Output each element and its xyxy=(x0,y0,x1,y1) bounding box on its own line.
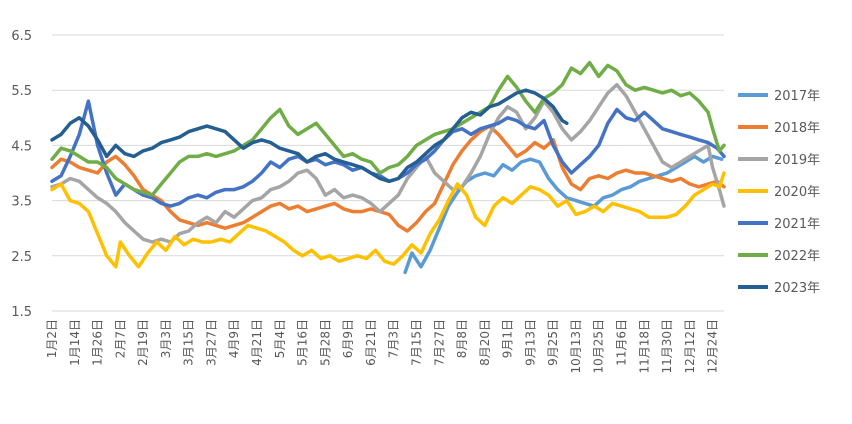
x-tick-label: 8月8日 xyxy=(455,319,469,358)
legend-label: 2023年 xyxy=(774,281,820,296)
x-tick-label: 1月26日 xyxy=(91,319,105,366)
x-tick-label: 2月19日 xyxy=(136,319,150,366)
x-tick-label: 1月14日 xyxy=(68,319,82,366)
x-tick-label: 11月6日 xyxy=(614,319,628,366)
series-line-2017年 xyxy=(403,154,724,275)
legend-label: 2020年 xyxy=(774,185,820,200)
x-tick-label: 2月7日 xyxy=(113,319,127,358)
y-tick-label: 5.5 xyxy=(11,84,32,99)
x-tick-label: 4月21日 xyxy=(250,319,264,366)
x-tick-label: 3月27日 xyxy=(204,319,218,366)
series-line-2020年 xyxy=(50,171,726,269)
y-tick-label: 1.5 xyxy=(11,305,32,320)
x-tick-label: 7月27日 xyxy=(432,319,446,366)
x-tick-label: 6月21日 xyxy=(364,319,378,366)
y-axis: 1.5 2.5 3.5 4.5 5.5 6.5 xyxy=(11,29,32,320)
series-line-2018年 xyxy=(50,124,726,233)
x-tick-label: 11月18日 xyxy=(637,319,651,374)
x-tick-label: 3月15日 xyxy=(182,319,196,366)
y-tick-label: 3.5 xyxy=(11,195,32,210)
x-tick-label: 11月30日 xyxy=(660,319,674,374)
x-tick-label: 8月20日 xyxy=(478,319,492,366)
x-tick-label: 7月3日 xyxy=(387,319,401,358)
x-tick-label: 3月3日 xyxy=(159,319,173,358)
y-tick-label: 2.5 xyxy=(11,250,32,265)
x-tick-label: 9月25日 xyxy=(546,319,560,366)
x-tick-label: 7月15日 xyxy=(409,319,423,366)
x-tick-label: 5月4日 xyxy=(273,319,287,358)
legend-label: 2022年 xyxy=(774,249,820,264)
legend-label: 2021年 xyxy=(774,217,820,232)
x-tick-label: 12月24日 xyxy=(706,319,720,374)
x-tick-label: 5月16日 xyxy=(296,319,310,366)
y-tick-label: 4.5 xyxy=(11,139,32,154)
gridlines xyxy=(52,34,724,312)
legend-label: 2017年 xyxy=(774,89,820,104)
x-tick-label: 1月2日 xyxy=(45,319,59,358)
legend-label: 2019年 xyxy=(774,153,820,168)
x-tick-label: 9月1日 xyxy=(501,319,515,358)
x-tick-label: 9月13日 xyxy=(523,319,537,366)
x-tick-label: 10月25日 xyxy=(592,319,606,374)
x-tick-label: 6月9日 xyxy=(341,319,355,358)
series-line-2022年 xyxy=(50,60,726,197)
x-tick-label: 4月9日 xyxy=(227,319,241,358)
legend: 2017年 2018年 2019年 2020年 2021年 2022年 2023年 xyxy=(738,89,820,296)
legend-label: 2018年 xyxy=(774,121,820,136)
series-line-2023年 xyxy=(50,88,569,184)
x-tick-label: 10月13日 xyxy=(569,319,583,374)
series-line-2019年 xyxy=(50,82,726,244)
x-tick-label: 5月28日 xyxy=(318,319,332,366)
y-tick-label: 6.5 xyxy=(11,29,32,44)
series-lines xyxy=(50,60,726,275)
x-tick-label: 12月12日 xyxy=(683,319,697,374)
x-axis: 1月2日 1月14日 1月26日 2月7日 2月19日 3月3日 3月15日 3月27日 4月9… xyxy=(45,319,720,374)
